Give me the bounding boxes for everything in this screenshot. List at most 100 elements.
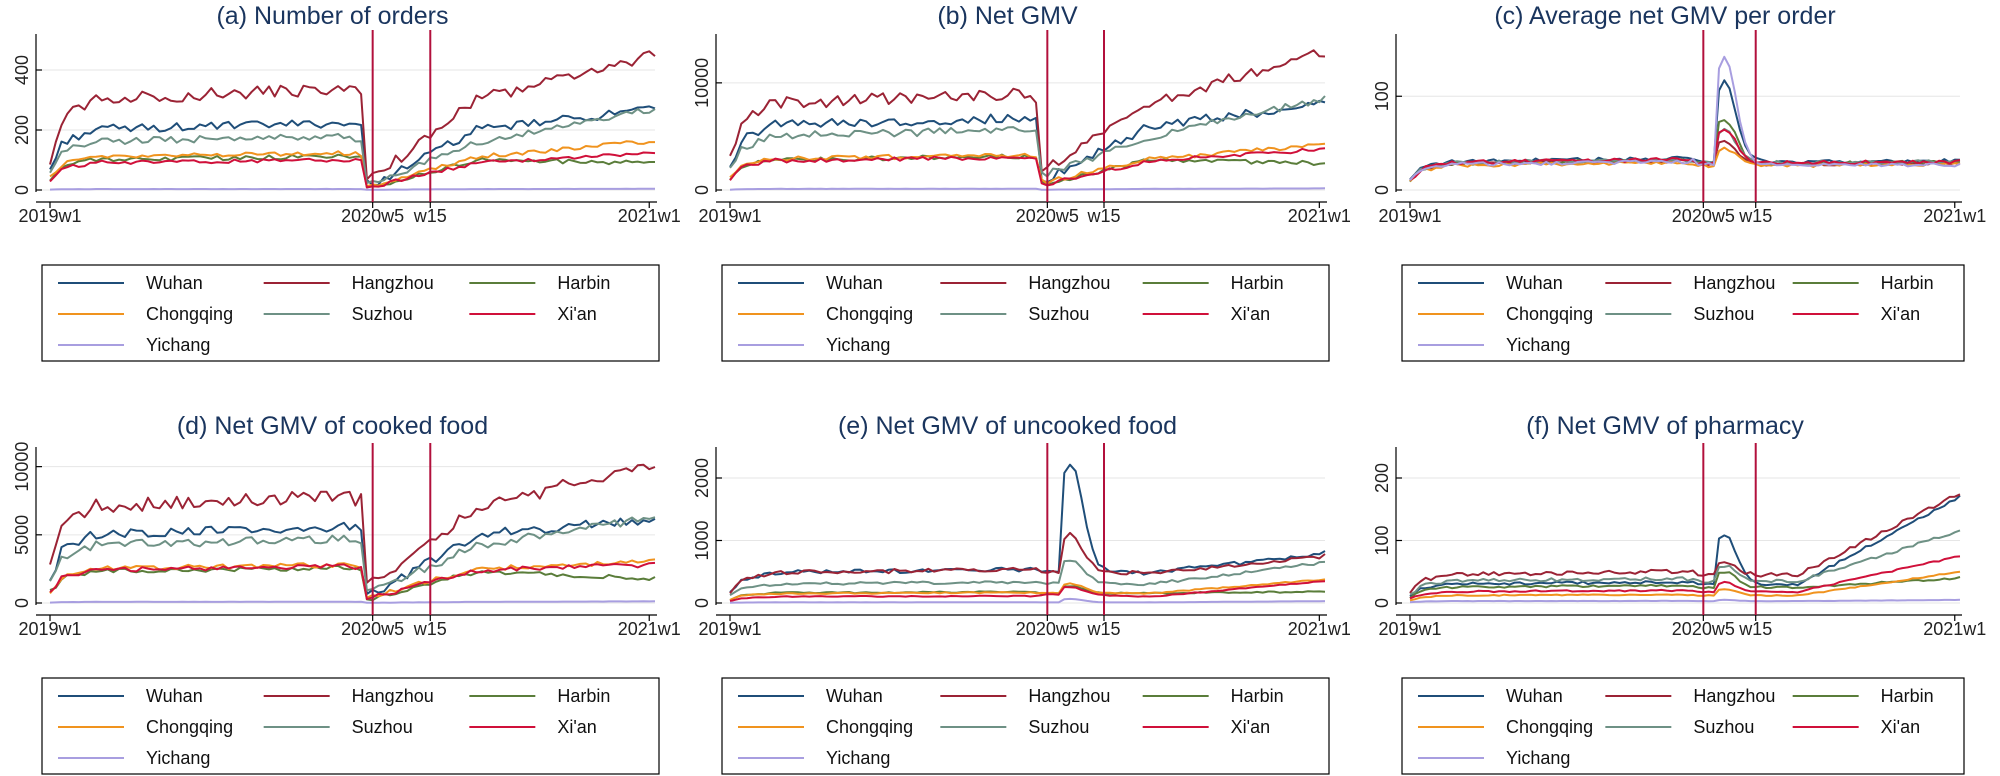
legend-item-hangzhou: Hangzhou (940, 686, 1110, 706)
x-tick-label: 2020w5 (1016, 619, 1079, 639)
legend-label: Suzhou (1693, 717, 1754, 737)
legend-label: Suzhou (1693, 304, 1754, 324)
legend-item-xi-an: Xi'an (1792, 717, 1920, 737)
x-tick-label: 2019w1 (1378, 206, 1441, 226)
x-tick-label: 2021w1 (1288, 206, 1351, 226)
legend-item-harbin: Harbin (469, 273, 610, 293)
x-tick-label: 2021w1 (1923, 206, 1986, 226)
x-tick-label: w15 (1738, 206, 1772, 226)
legend-item-hangzhou: Hangzhou (1605, 686, 1775, 706)
series-line-wuhan (49, 105, 656, 186)
legend-item-suzhou: Suzhou (940, 717, 1089, 737)
legend-item-wuhan: Wuhan (738, 686, 883, 706)
legend-label: Chongqing (146, 304, 233, 324)
panel-title: (c) Average net GMV per order (1494, 2, 1835, 30)
panel-title: (f) Net GMV of pharmacy (1526, 412, 1804, 440)
legend-item-suzhou: Suzhou (263, 717, 413, 737)
legend-label: Hangzhou (1028, 273, 1110, 293)
x-tick-label: 2020w5 (1672, 619, 1735, 639)
legend-item-hangzhou: Hangzhou (263, 273, 434, 293)
series-line-xi-an (1409, 128, 1961, 181)
legend-label: Harbin (1231, 686, 1284, 706)
x-tick-label: w15 (1086, 206, 1120, 226)
series-line-chongqing (729, 142, 1326, 185)
series-line-hangzhou (729, 49, 1326, 173)
legend: Wuhan Hangzhou Harbin Chongqing Suzhou Xi'an Y… (1401, 264, 1965, 362)
legend-item-xi-an: Xi'an (1142, 717, 1270, 737)
series-line-chongqing (729, 578, 1326, 601)
legend-item-yichang: Yichang (58, 335, 210, 355)
x-tick-label: 2019w1 (698, 206, 761, 226)
legend-item-harbin: Harbin (1142, 686, 1284, 706)
legend-item-harbin: Harbin (1142, 273, 1284, 293)
legend-label: Yichang (146, 748, 210, 768)
series-line-yichang (729, 597, 1326, 604)
series-line-wuhan (729, 463, 1326, 593)
series-line-harbin (49, 565, 656, 602)
panel-2: (b) Net GMV 0 10000 2019w1 2020w5 w15 2021w1 Wu… (692, 2, 1351, 362)
x-tick-label: w15 (413, 206, 447, 226)
legend-item-harbin: Harbin (1792, 686, 1934, 706)
x-tick-label: w15 (1738, 619, 1772, 639)
legend-label: Wuhan (826, 686, 883, 706)
legend-item-harbin: Harbin (469, 686, 610, 706)
y-tick-label: 100 (1372, 525, 1392, 555)
series-line-chongqing (49, 558, 656, 599)
legend-label: Suzhou (1028, 717, 1089, 737)
panel-1: (a) Number of orders 0 200 400 2019w1 2020w5 w… (12, 2, 681, 362)
legend-item-yichang: Yichang (1418, 335, 1570, 355)
legend-item-wuhan: Wuhan (58, 686, 203, 706)
legend-item-xi-an: Xi'an (469, 304, 597, 324)
series-line-harbin (1409, 571, 1961, 599)
x-tick-label: 2021w1 (618, 206, 681, 226)
series-line-wuhan (1409, 494, 1961, 598)
legend: Wuhan Hangzhou Harbin Chongqing Suzhou Xi'an Y… (721, 264, 1330, 362)
series-line-yichang (1409, 598, 1961, 604)
legend-item-wuhan: Wuhan (1418, 686, 1563, 706)
legend-label: Xi'an (1881, 717, 1920, 737)
x-tick-label: 2020w5 (1016, 206, 1079, 226)
legend-box (1401, 677, 1965, 775)
x-tick-label: 2020w5 (1672, 206, 1735, 226)
panel-3: (c) Average net GMV per order 0 100 2019w1 2… (1372, 2, 1986, 362)
legend-item-wuhan: Wuhan (1418, 273, 1563, 293)
panel-4: (d) Net GMV of cooked food 0 5000 10000 2019… (12, 412, 681, 775)
series-line-hangzhou (729, 531, 1326, 594)
legend-box (721, 677, 1330, 775)
legend-item-yichang: Yichang (58, 748, 210, 768)
x-tick-label: w15 (413, 619, 447, 639)
x-tick-label: 2021w1 (1923, 619, 1986, 639)
x-tick-label: 2021w1 (1288, 619, 1351, 639)
series-line-hangzhou (1409, 493, 1961, 594)
legend-label: Xi'an (1231, 304, 1270, 324)
legend-label: Wuhan (146, 686, 203, 706)
series-line-yichang (1409, 55, 1961, 181)
series-line-xi-an (1409, 555, 1961, 600)
series-line-chongqing (49, 140, 655, 188)
legend-item-yichang: Yichang (1418, 748, 1570, 768)
y-tick-label: 0 (692, 185, 712, 195)
series-line-suzhou (1409, 127, 1961, 181)
legend-item-xi-an: Xi'an (469, 717, 597, 737)
legend-item-chongqing: Chongqing (58, 717, 233, 737)
legend-label: Xi'an (557, 304, 596, 324)
legend-label: Harbin (1231, 273, 1284, 293)
y-tick-label: 10000 (692, 58, 712, 108)
legend-label: Hangzhou (352, 686, 434, 706)
legend-label: Chongqing (1506, 304, 1593, 324)
legend-box (1401, 264, 1965, 362)
y-tick-label: 0 (1372, 598, 1392, 608)
legend-label: Chongqing (1506, 717, 1593, 737)
series-line-xi-an (49, 151, 656, 189)
series-line-harbin (729, 153, 1326, 186)
legend-label: Wuhan (826, 273, 883, 293)
legend-item-wuhan: Wuhan (738, 273, 883, 293)
legend-item-yichang: Yichang (738, 748, 890, 768)
y-tick-label: 1000 (692, 520, 712, 560)
series-line-wuhan (49, 517, 656, 595)
y-tick-label: 0 (692, 598, 712, 608)
x-tick-label: 2019w1 (18, 206, 81, 226)
legend-label: Yichang (146, 335, 210, 355)
legend-item-wuhan: Wuhan (58, 273, 203, 293)
